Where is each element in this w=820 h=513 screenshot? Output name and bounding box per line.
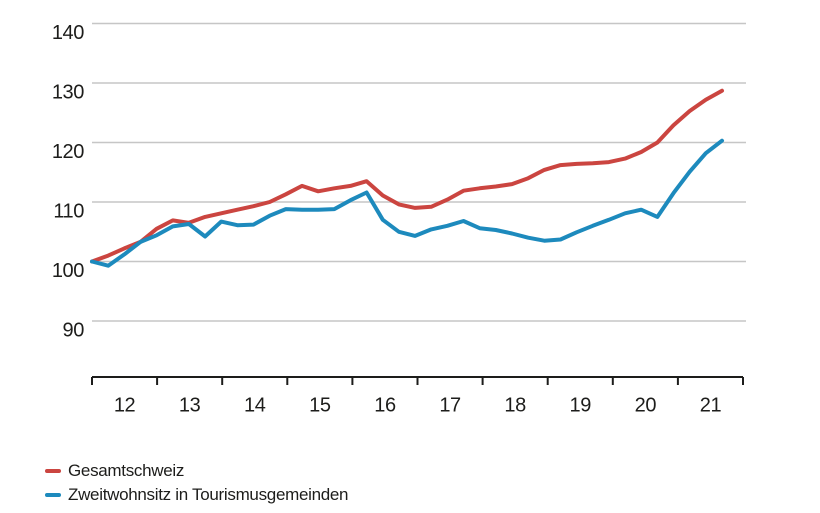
x-axis-tick-label-19: 19 [570,394,592,416]
y-axis-tick-label-120: 120 [52,141,84,163]
legend-label-gesamtschweiz: Gesamtschweiz [68,460,185,480]
series-line-gesamtschweiz [90,88,724,264]
x-axis-tick-label-14: 14 [244,394,266,416]
legend-swatch-red-line-icon [45,468,61,473]
y-axis-tick-label-90: 90 [63,319,85,341]
y-axis-tick-label-110: 110 [53,200,84,222]
x-axis-tick-label-13: 13 [179,394,201,416]
x-axis-tick-label-15: 15 [309,394,331,416]
legend-item-gesamtschweiz: Gesamtschweiz [45,461,348,480]
legend-label-zweitwohnsitz: Zweitwohnsitz in Tourismusgemeinden [68,484,349,504]
legend-item-zweitwohnsitz: Zweitwohnsitz in Tourismusgemeinden [45,484,349,504]
y-axis-tick-label-100: 100 [52,260,84,282]
x-axis-tick-label-18: 18 [504,394,526,416]
chart-legend: Gesamtschweiz Zweitwohnsitz in Tourismus… [45,461,349,504]
x-axis-tick-label-17: 17 [439,394,461,416]
x-axis-tick-label-12: 12 [114,394,136,416]
x-axis-tick-label-21: 21 [700,394,722,416]
series-line-zweitwohnsitz [90,138,724,268]
x-axis-tick-label-16: 16 [374,394,396,416]
y-axis-tick-label-140: 140 [52,22,84,44]
legend-swatch-blue-line-icon [45,492,61,497]
x-axis-tick-label-20: 20 [635,394,657,416]
y-axis-tick-label-130: 130 [52,81,84,103]
